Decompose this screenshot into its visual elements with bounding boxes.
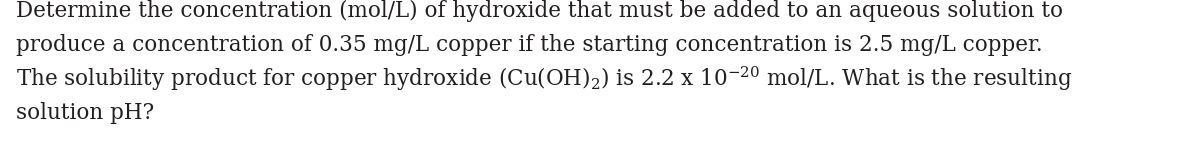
Text: solution pH?: solution pH? [16, 102, 154, 124]
Text: produce a concentration of 0.35 mg/L copper if the starting concentration is 2.5: produce a concentration of 0.35 mg/L cop… [16, 34, 1043, 57]
Text: Determine the concentration (mol/L) of hydroxide that must be added to an aqueou: Determine the concentration (mol/L) of h… [16, 0, 1063, 22]
Text: The solubility product for copper hydroxide (Cu(OH)$_2$) is 2.2 x 10$^{-20}$ mol: The solubility product for copper hydrox… [16, 64, 1073, 93]
